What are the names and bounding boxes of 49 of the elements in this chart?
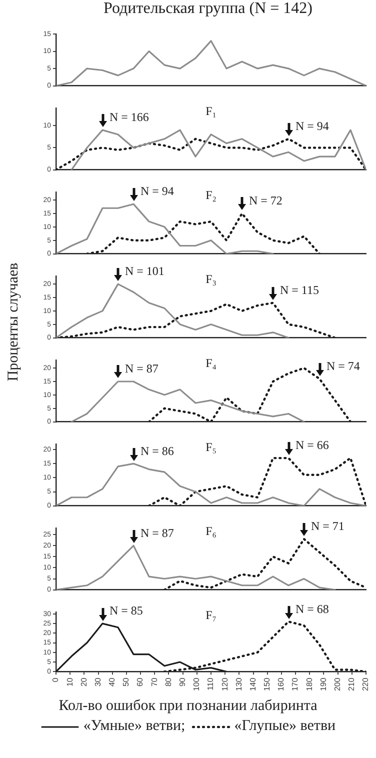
- chart-title: F₂: [206, 188, 216, 202]
- legend-label: «Умные» ветви;: [83, 718, 186, 734]
- x-tick-label: 170: [290, 677, 300, 692]
- x-tick-label: 120: [220, 677, 230, 692]
- x-tick-label: 220: [361, 677, 370, 692]
- x-tick-label: 0: [51, 677, 60, 682]
- chart-title: F₅: [206, 440, 216, 454]
- x-tick-label: 140: [248, 677, 258, 692]
- x-tick-label: 60: [136, 677, 145, 687]
- annotation: N = 166: [110, 110, 149, 124]
- x-tick-label: 130: [234, 677, 244, 692]
- chart-title: F₆: [206, 524, 216, 538]
- legend-label: «Глупые» ветви: [234, 718, 336, 734]
- x-tick-label: 20: [79, 677, 88, 687]
- annotation: N = 71: [311, 519, 344, 534]
- chart-title: F₁: [206, 104, 216, 118]
- x-tick-label: 200: [333, 677, 342, 692]
- x-axis-title: Кол-во ошибок при познании лабиринта: [58, 697, 318, 716]
- x-tick-label: 150: [262, 677, 272, 692]
- x-tick-label: 30: [93, 677, 102, 687]
- x-tick-label: 180: [304, 677, 314, 692]
- x-tick-label: 70: [150, 677, 159, 687]
- chart-title: F₇: [206, 608, 216, 622]
- y-axis-title: Проценты случаев: [6, 262, 22, 382]
- chart-title: Родительская группа (N = 142): [102, 0, 314, 18]
- annotation: N = 74: [326, 358, 360, 373]
- x-tick-label: 160: [276, 677, 286, 692]
- x-tick-label: 210: [347, 677, 356, 692]
- chart-title: F₃: [206, 272, 216, 286]
- x-tick-label: 80: [164, 677, 173, 687]
- x-tick-label: 190: [318, 677, 328, 692]
- x-tick-label: 50: [122, 677, 131, 687]
- chart-title: F₄: [206, 356, 216, 370]
- annotation: N = 85: [110, 604, 143, 618]
- annotation: N = 68: [296, 602, 329, 616]
- annotation: N = 115: [280, 283, 319, 298]
- annotation: N = 86: [140, 444, 174, 458]
- annotation: N = 87: [140, 526, 174, 540]
- x-tick-label: 10: [65, 677, 74, 687]
- annotation: N = 94: [296, 119, 329, 134]
- x-tick-label: 40: [108, 677, 117, 687]
- annotation: N = 72: [249, 194, 282, 208]
- x-tick-label: 100: [192, 677, 202, 692]
- x-tick-label: 90: [178, 677, 188, 687]
- annotation: N = 94: [140, 184, 174, 198]
- annotation: N = 87: [125, 362, 158, 376]
- annotation: N = 101: [125, 264, 164, 278]
- annotation: N = 66: [296, 438, 329, 452]
- x-tick-label: 110: [206, 677, 216, 690]
